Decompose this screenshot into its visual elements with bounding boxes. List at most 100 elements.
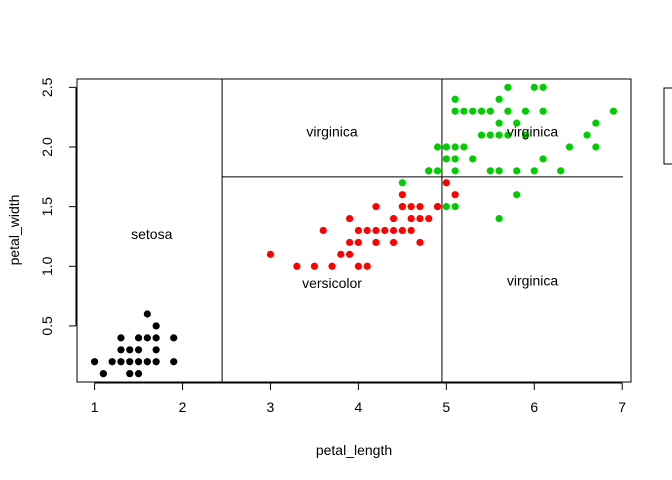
- data-point: [389, 214, 398, 223]
- data-point: [486, 107, 494, 115]
- data-point: [319, 226, 327, 235]
- data-point: [134, 370, 143, 378]
- data-point: [513, 191, 521, 199]
- data-point: [108, 358, 116, 366]
- data-point: [495, 214, 503, 223]
- data-point: [592, 143, 600, 151]
- data-point: [337, 250, 345, 258]
- data-point: [469, 107, 477, 115]
- y-axis-label: petal_width: [6, 195, 22, 266]
- data-point: [328, 262, 336, 270]
- data-point: [293, 262, 301, 270]
- data-point: [513, 119, 521, 127]
- data-point: [451, 107, 459, 115]
- data-point: [495, 95, 503, 103]
- data-points: [90, 83, 618, 378]
- data-point: [504, 131, 512, 139]
- data-point: [117, 346, 125, 354]
- data-point: [354, 226, 362, 235]
- data-point: [134, 346, 143, 354]
- data-point: [143, 358, 151, 366]
- split-lines: [221, 79, 623, 382]
- y-tick-label: 2.0: [39, 137, 55, 157]
- data-point: [126, 346, 134, 354]
- region-label: versicolor: [302, 275, 362, 291]
- data-point: [486, 167, 494, 175]
- data-point: [346, 250, 354, 258]
- data-point: [398, 226, 406, 235]
- region-label: virginica: [306, 123, 358, 139]
- data-point: [134, 358, 143, 366]
- data-point: [442, 179, 450, 187]
- data-point: [170, 358, 178, 366]
- data-point: [486, 131, 494, 139]
- x-tick-label: 1: [91, 399, 99, 415]
- data-point: [407, 203, 415, 211]
- data-point: [346, 238, 354, 247]
- data-point: [143, 334, 151, 342]
- y-axis: 0.5 1.0 1.5 2.0 2.5: [39, 77, 77, 336]
- data-point: [504, 107, 512, 115]
- y-tick-label: 2.5: [39, 77, 55, 97]
- data-point: [495, 167, 503, 175]
- data-point: [398, 203, 406, 211]
- x-tick-label: 4: [354, 399, 362, 415]
- data-point: [126, 370, 134, 378]
- data-point: [583, 131, 591, 139]
- data-point: [416, 203, 424, 211]
- data-point: [521, 107, 530, 115]
- x-tick-label: 2: [179, 399, 187, 415]
- data-point: [495, 131, 503, 139]
- data-point: [521, 131, 530, 139]
- data-point: [398, 191, 406, 199]
- data-point: [477, 107, 486, 115]
- x-tick-label: 6: [530, 399, 538, 415]
- data-point: [451, 191, 459, 199]
- data-point: [381, 226, 389, 235]
- data-point: [451, 203, 459, 211]
- region-label: virginica: [507, 273, 559, 289]
- data-point: [152, 346, 160, 354]
- data-point: [416, 214, 424, 223]
- data-point: [451, 155, 459, 163]
- data-point: [90, 358, 99, 366]
- data-point: [451, 143, 459, 151]
- data-point: [442, 203, 450, 211]
- data-point: [143, 310, 151, 318]
- data-point: [407, 214, 415, 223]
- data-point: [433, 167, 442, 175]
- legend-box: [663, 87, 672, 165]
- data-point: [433, 143, 442, 151]
- x-tick-label: 3: [267, 399, 275, 415]
- data-point: [557, 167, 565, 175]
- x-axis: 1 2 3 4 5 6 7: [91, 382, 626, 415]
- region-label: setosa: [131, 226, 172, 242]
- y-tick-label: 0.5: [39, 316, 55, 336]
- data-point: [372, 226, 380, 235]
- data-point: [495, 119, 503, 127]
- data-point: [442, 143, 450, 151]
- data-point: [416, 238, 424, 247]
- region-labels: setosa virginica virginica versicolor virgin…: [131, 123, 558, 291]
- data-point: [530, 167, 538, 175]
- data-point: [460, 107, 468, 115]
- data-point: [425, 214, 433, 223]
- data-point: [389, 238, 398, 247]
- x-tick-label: 5: [442, 399, 450, 415]
- data-point: [398, 179, 406, 187]
- data-point: [592, 119, 600, 127]
- data-point: [134, 334, 143, 342]
- data-point: [152, 334, 160, 342]
- data-point: [152, 358, 160, 366]
- data-point: [363, 262, 371, 270]
- data-point: [117, 334, 125, 342]
- data-point: [539, 83, 547, 91]
- data-point: [354, 262, 362, 270]
- data-point: [565, 143, 574, 151]
- data-point: [354, 238, 362, 247]
- data-point: [266, 250, 275, 258]
- region-label: virginica: [507, 123, 559, 139]
- data-point: [310, 262, 319, 270]
- data-point: [477, 131, 486, 139]
- data-point: [460, 143, 468, 151]
